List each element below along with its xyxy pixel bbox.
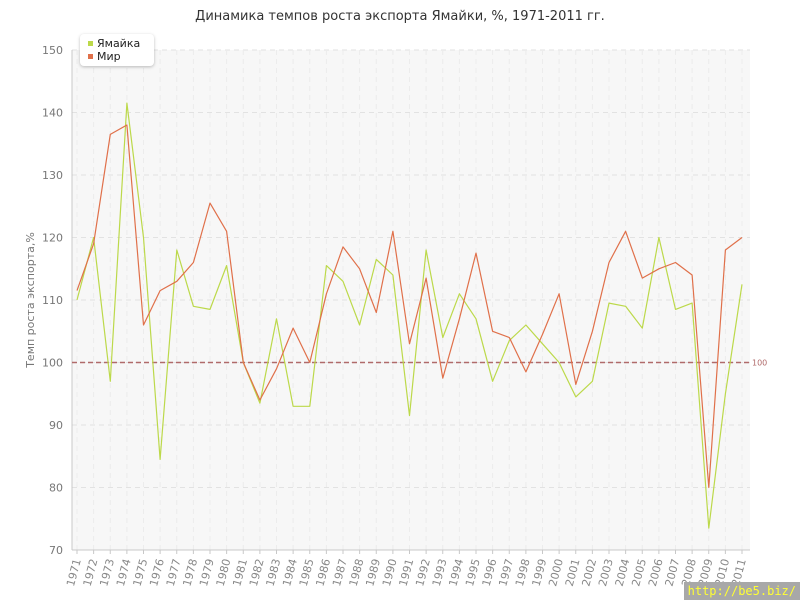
y-tick-label: 100 — [42, 357, 63, 370]
legend-label-jamaica: Ямайка — [97, 37, 141, 50]
legend-swatch-jamaica — [88, 41, 93, 46]
legend-item-jamaica[interactable]: Ямайка — [88, 37, 140, 50]
legend: Ямайка Мир — [80, 34, 154, 66]
y-tick-label: 140 — [42, 107, 63, 120]
y-tick-label: 130 — [42, 169, 63, 182]
chart-title: Динамика темпов роста экспорта Ямайки, %… — [195, 9, 605, 24]
y-tick-label: 70 — [49, 544, 63, 557]
legend-swatch-world — [88, 54, 93, 59]
series-line-world — [76, 124, 743, 489]
y-tick-label: 80 — [49, 482, 63, 495]
y-tick-label: 90 — [49, 419, 63, 432]
reference-line-label: 100 — [752, 359, 767, 368]
y-tick-label: 120 — [42, 232, 63, 245]
watermark: http://be5.biz/ — [683, 582, 800, 600]
y-tick-label: 150 — [42, 44, 63, 57]
series-line-jamaica — [76, 102, 743, 529]
legend-label-world: Мир — [97, 50, 121, 63]
y-axis-title: Темп роста экспорта,% — [24, 232, 37, 369]
legend-item-world[interactable]: Мир — [88, 50, 121, 63]
y-tick-label: 110 — [42, 294, 63, 307]
